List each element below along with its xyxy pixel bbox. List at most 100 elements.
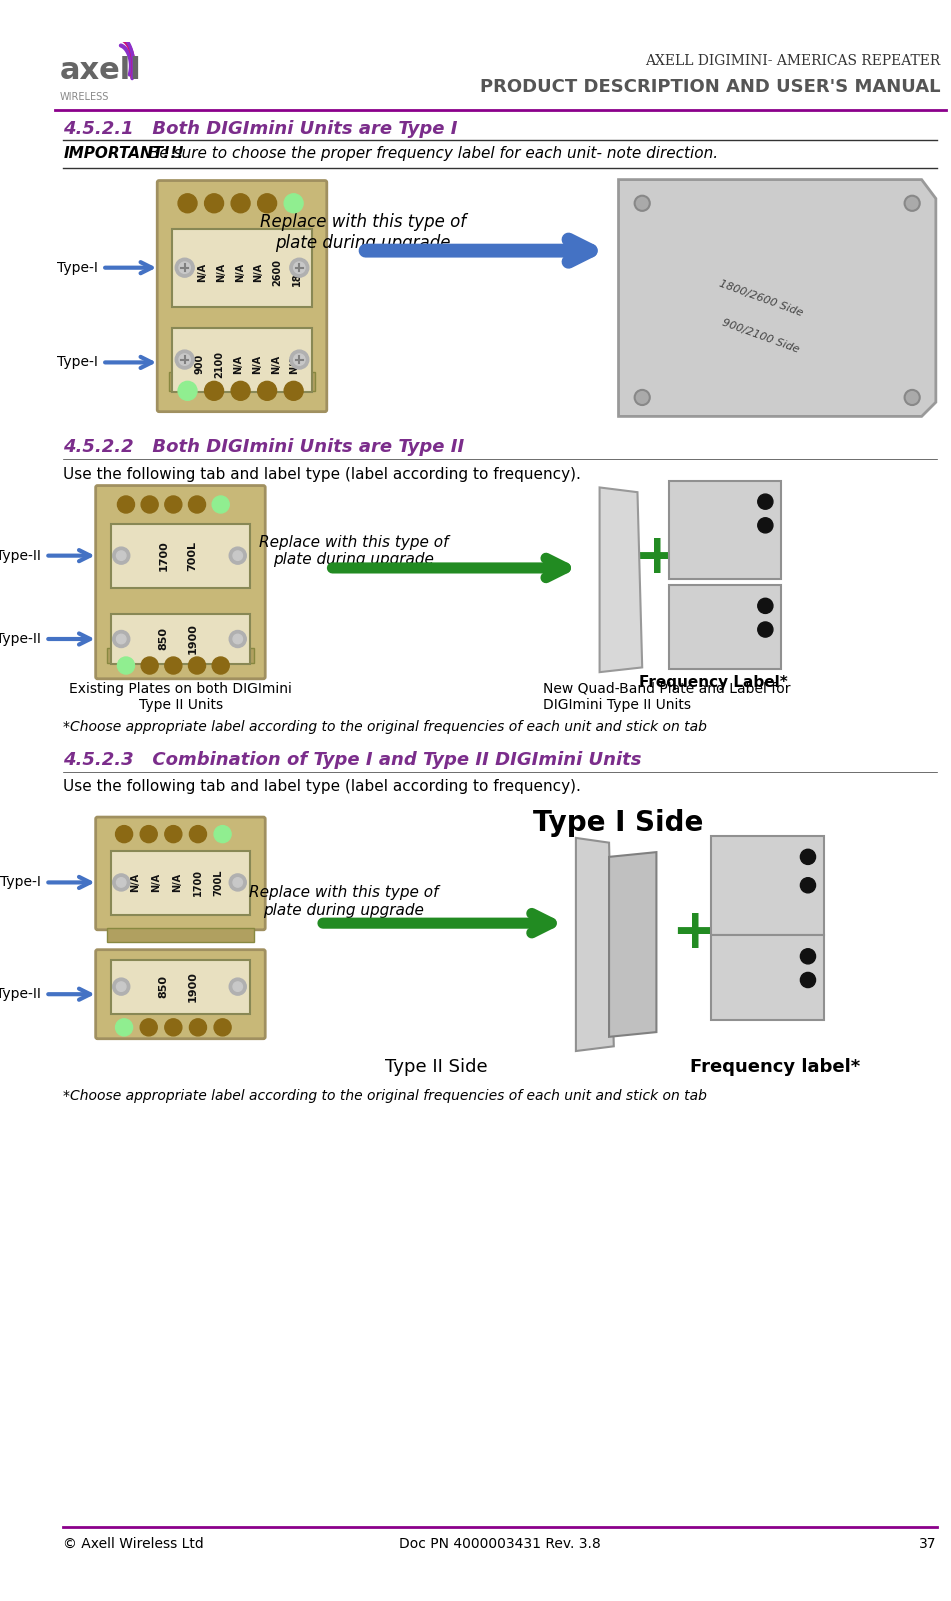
Circle shape [204, 194, 223, 213]
Circle shape [758, 495, 773, 509]
Text: Replace with this type of
plate during upgrade: Replace with this type of plate during u… [259, 535, 448, 567]
Circle shape [233, 877, 243, 887]
Circle shape [165, 496, 182, 512]
Circle shape [118, 656, 134, 674]
Text: 1900: 1900 [187, 972, 197, 1002]
Circle shape [284, 194, 303, 213]
Circle shape [801, 877, 816, 893]
Circle shape [189, 826, 206, 842]
Circle shape [212, 496, 229, 512]
Text: N/A: N/A [233, 355, 243, 375]
Text: 700L/1700: 700L/1700 [732, 860, 742, 911]
Circle shape [117, 981, 126, 991]
Circle shape [229, 631, 246, 647]
Text: Be sure to choose the proper frequency label for each unit- note direction.: Be sure to choose the proper frequency l… [144, 146, 718, 162]
Text: Type I Side: Type I Side [534, 810, 704, 837]
Text: 900/2100 Side: 900/2100 Side [721, 317, 801, 354]
FancyBboxPatch shape [96, 817, 265, 930]
Text: IMPORTANT!!!: IMPORTANT!!! [64, 146, 184, 162]
Text: PRODUCT DESCRIPTION AND USER'S MANUAL: PRODUCT DESCRIPTION AND USER'S MANUAL [480, 78, 941, 96]
Circle shape [179, 354, 190, 365]
FancyBboxPatch shape [172, 328, 312, 392]
Circle shape [165, 826, 182, 842]
Text: axell: axell [60, 56, 142, 85]
Text: 850/1900: 850/1900 [732, 954, 742, 1001]
Text: © Axell Wireless Ltd: © Axell Wireless Ltd [64, 1537, 204, 1551]
Text: 37: 37 [920, 1537, 937, 1551]
Circle shape [214, 826, 231, 842]
Circle shape [116, 826, 132, 842]
Text: WIRELESS: WIRELESS [60, 91, 109, 101]
Circle shape [140, 1018, 157, 1036]
Circle shape [258, 194, 277, 213]
Circle shape [904, 391, 920, 405]
Text: N/A: N/A [254, 263, 263, 282]
FancyBboxPatch shape [111, 961, 250, 1013]
Text: AXELL DIGIMINI- AMERICAS REPEATER: AXELL DIGIMINI- AMERICAS REPEATER [646, 53, 941, 67]
Text: N/A: N/A [271, 355, 281, 375]
Circle shape [290, 351, 309, 370]
Text: New Quad-Band Plate and Label for
DIGImini Type II Units: New Quad-Band Plate and Label for DIGImi… [543, 682, 790, 712]
Text: Replace with this type of
plate during upgrade: Replace with this type of plate during u… [249, 885, 438, 917]
Circle shape [634, 195, 650, 211]
Circle shape [113, 874, 129, 892]
Text: 850: 850 [159, 975, 169, 997]
Circle shape [179, 263, 190, 274]
FancyBboxPatch shape [669, 584, 782, 669]
Text: N/A: N/A [216, 263, 225, 282]
Circle shape [231, 194, 250, 213]
Text: 1800: 1800 [291, 259, 301, 287]
Text: N/A: N/A [289, 355, 300, 375]
Circle shape [178, 194, 197, 213]
Polygon shape [599, 487, 642, 672]
Circle shape [113, 631, 129, 647]
Circle shape [801, 972, 816, 988]
Text: Doc PN 4000003431 Rev. 3.8: Doc PN 4000003431 Rev. 3.8 [399, 1537, 601, 1551]
Text: 2100: 2100 [214, 351, 223, 378]
Circle shape [758, 599, 773, 613]
Text: 1700: 1700 [159, 540, 169, 572]
Circle shape [758, 621, 773, 637]
Text: *Choose appropriate label according to the original frequencies of each unit and: *Choose appropriate label according to t… [64, 1089, 708, 1103]
FancyBboxPatch shape [96, 949, 265, 1039]
Text: Use the following tab and label type (label according to frequency).: Use the following tab and label type (la… [64, 780, 581, 794]
Circle shape [175, 258, 194, 277]
Text: N/A: N/A [151, 873, 162, 892]
Circle shape [801, 949, 816, 964]
Text: N/A: N/A [130, 873, 141, 892]
FancyBboxPatch shape [157, 181, 327, 411]
Polygon shape [609, 852, 656, 1037]
Text: +: + [633, 532, 680, 586]
Text: 1700: 1700 [193, 869, 203, 897]
FancyBboxPatch shape [111, 525, 250, 588]
Circle shape [116, 1018, 132, 1036]
Text: N/A: N/A [235, 263, 244, 282]
Polygon shape [576, 837, 613, 1050]
Circle shape [294, 263, 305, 274]
FancyBboxPatch shape [711, 836, 825, 935]
Circle shape [141, 656, 158, 674]
Text: 850: 850 [159, 628, 169, 650]
Text: 4.5.2.1   Both DIGImini Units are Type I: 4.5.2.1 Both DIGImini Units are Type I [64, 120, 458, 138]
Circle shape [233, 981, 243, 991]
Circle shape [233, 551, 243, 560]
Circle shape [140, 826, 157, 842]
Text: 1900: 1900 [187, 623, 197, 655]
FancyBboxPatch shape [96, 485, 265, 679]
Text: Type-I: Type-I [0, 876, 41, 890]
Text: 700L: 700L [187, 541, 197, 570]
Text: 700L: 700L [214, 869, 223, 895]
Circle shape [117, 551, 126, 560]
Text: 1800/2600 Side: 1800/2600 Side [717, 279, 804, 319]
Text: Type-II: Type-II [0, 988, 41, 1001]
Circle shape [284, 381, 303, 400]
Text: *Choose appropriate label according to the original frequencies of each unit and: *Choose appropriate label according to t… [64, 719, 708, 733]
Circle shape [290, 258, 309, 277]
Text: 2600: 2600 [273, 259, 282, 287]
Circle shape [118, 496, 134, 512]
Circle shape [165, 656, 182, 674]
Circle shape [231, 381, 250, 400]
Circle shape [294, 354, 305, 365]
Circle shape [165, 1018, 182, 1036]
Text: Existing Plates on both DIGImini
Type II Units: Existing Plates on both DIGImini Type II… [69, 682, 292, 712]
